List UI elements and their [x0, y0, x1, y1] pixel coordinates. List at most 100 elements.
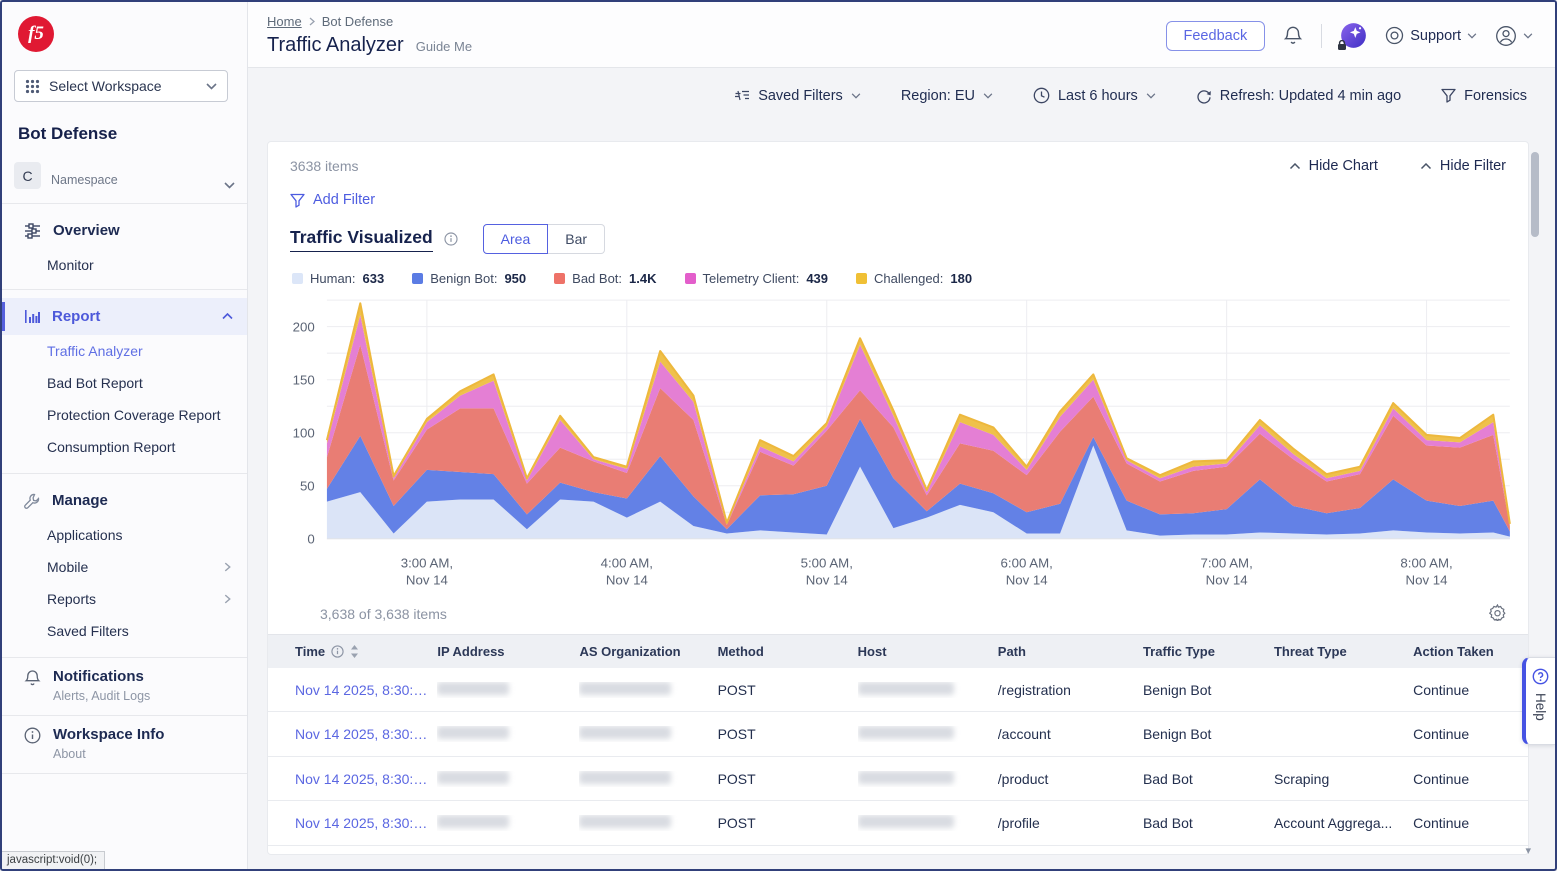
sidebar-item-reports[interactable]: Reports	[2, 583, 247, 615]
legend-item-challenged[interactable]: Challenged: 180	[856, 271, 972, 286]
column-header-as-organization[interactable]: AS Organization	[579, 644, 717, 659]
sidebar-item-label: Manage	[52, 492, 108, 509]
add-filter-button[interactable]: Add Filter	[290, 192, 375, 208]
notifications-bell-button[interactable]	[1283, 25, 1303, 46]
column-header-ip-address[interactable]: IP Address	[437, 644, 579, 659]
hide-chart-toggle[interactable]: Hide Chart	[1289, 158, 1378, 174]
sidebar-item-saved-filters[interactable]: Saved Filters	[2, 615, 247, 647]
chevron-down-icon	[224, 182, 235, 189]
chevron-right-icon	[224, 562, 231, 572]
workspace-selector-label: Select Workspace	[49, 78, 162, 94]
overview-icon	[25, 222, 40, 239]
redacted-text	[437, 815, 510, 829]
sidebar-item-notifications[interactable]: Notifications Alerts, Audit Logs	[2, 658, 247, 715]
svg-text:7:00 AM,Nov 14: 7:00 AM, Nov 14	[1200, 555, 1252, 587]
refresh-icon	[1197, 89, 1211, 104]
sidebar-item-protection-coverage-report[interactable]: Protection Coverage Report	[2, 399, 247, 431]
action-taken-cell: Continue	[1413, 681, 1470, 698]
feedback-button[interactable]: Feedback	[1165, 20, 1266, 51]
sidebar-item-monitor[interactable]: Monitor	[47, 257, 94, 273]
legend-item-bad-bot[interactable]: Bad Bot: 1.4K	[554, 271, 657, 286]
chart-type-bar-button[interactable]: Bar	[548, 224, 606, 254]
time-range-dropdown[interactable]: Last 6 hours	[1033, 87, 1156, 104]
sidebar-item-label: Saved Filters	[47, 623, 129, 639]
column-header-action-taken[interactable]: Action Taken	[1413, 644, 1528, 659]
column-header-traffic-type[interactable]: Traffic Type	[1143, 644, 1274, 659]
table-settings-gear-button[interactable]	[1488, 603, 1506, 624]
saved-filters-dropdown[interactable]: Saved Filters	[734, 88, 861, 104]
f5-logo-icon[interactable]: f5	[18, 16, 54, 52]
bell-icon	[24, 670, 41, 686]
info-icon	[24, 727, 41, 744]
legend-item-benign-bot[interactable]: Benign Bot: 950	[412, 271, 526, 286]
sidebar-item-report[interactable]: Report	[2, 298, 247, 335]
legend-swatch-icon	[292, 273, 303, 284]
time-cell[interactable]: Nov 14 2025, 8:30:15....	[295, 815, 438, 832]
legend-item-telemetry-client[interactable]: Telemetry Client: 439	[684, 271, 828, 286]
refresh-button[interactable]: Refresh: Updated 4 min ago	[1196, 88, 1401, 104]
sidebar-item-bad-bot-report[interactable]: Bad Bot Report	[2, 367, 247, 399]
column-header-path[interactable]: Path	[998, 644, 1143, 659]
sidebar-item-consumption-report[interactable]: Consumption Report	[2, 431, 247, 463]
traffic-type-cell: Benign Bot	[1142, 726, 1212, 743]
sort-icon[interactable]	[350, 644, 359, 658]
user-icon	[1496, 25, 1516, 46]
sidebar-item-mobile[interactable]: Mobile	[2, 551, 247, 583]
time-cell[interactable]: Nov 14 2025, 8:30:15....	[295, 726, 438, 743]
support-icon	[1386, 26, 1404, 45]
namespace-selector[interactable]: C Namespace	[14, 162, 235, 203]
path-cell: /account	[997, 726, 1051, 743]
help-tab[interactable]: Help	[1522, 657, 1555, 745]
redacted-text	[437, 770, 510, 784]
legend-item-human[interactable]: Human: 633	[292, 271, 384, 286]
sidebar-item-traffic-analyzer[interactable]: Traffic Analyzer	[2, 335, 247, 367]
column-header-time[interactable]: Time	[268, 644, 437, 659]
sidebar-item-label: Overview	[53, 222, 120, 239]
column-header-method[interactable]: Method	[718, 644, 858, 659]
hide-filter-toggle[interactable]: Hide Filter	[1420, 158, 1506, 174]
chevron-down-icon	[206, 82, 217, 90]
sidebar-item-applications[interactable]: Applications	[2, 519, 247, 551]
sidebar-item-workspace-info[interactable]: Workspace Info About	[2, 716, 247, 773]
scroll-down-arrow[interactable]: ▾	[1525, 845, 1531, 857]
column-header-threat-type[interactable]: Threat Type	[1274, 644, 1413, 659]
chart-legend: Human: 633 Benign Bot: 950 Bad Bot: 1.4K Te…	[268, 271, 1528, 286]
help-icon	[1532, 668, 1549, 685]
as-organization-cell	[579, 770, 717, 787]
chart-type-area-button[interactable]: Area	[482, 224, 549, 254]
info-icon[interactable]	[444, 232, 458, 246]
breadcrumb-home-link[interactable]: Home	[267, 14, 302, 29]
host-cell	[857, 770, 998, 787]
support-menu[interactable]: Support	[1385, 26, 1477, 45]
workspace-selector[interactable]: Select Workspace	[14, 70, 228, 102]
ai-assistant-icon[interactable]	[1338, 22, 1367, 50]
table-row: Nov 14 2025, 8:30:15.... POST/profile Bad …	[268, 801, 1528, 846]
sidebar-item-overview[interactable]: Overview	[2, 212, 247, 249]
time-cell[interactable]: Nov 14 2025, 8:30:15....	[295, 681, 438, 698]
column-header-host[interactable]: Host	[858, 644, 998, 659]
sidebar-item-manage[interactable]: Manage	[2, 482, 247, 519]
forensics-button[interactable]: Forensics	[1441, 88, 1527, 104]
account-menu[interactable]	[1495, 25, 1533, 47]
svg-text:100: 100	[293, 425, 315, 440]
main-area: Home Bot Defense Traffic Analyzer Guide …	[248, 2, 1555, 869]
column-header-label: Action Taken	[1413, 643, 1494, 659]
page-header: Home Bot Defense Traffic Analyzer Guide …	[248, 2, 1555, 68]
divider	[2, 473, 247, 474]
region-dropdown[interactable]: Region: EU	[901, 88, 993, 104]
scrollbar-thumb[interactable]	[1531, 152, 1539, 237]
gear-icon	[1488, 603, 1506, 623]
redacted-text	[857, 726, 954, 740]
guide-me-link[interactable]: Guide Me	[415, 39, 473, 54]
content-area: 3638 items Hide Chart Hide Filter	[248, 122, 1555, 869]
info-icon[interactable]	[331, 645, 344, 658]
chevron-down-icon	[851, 92, 861, 99]
traffic-area-chart[interactable]: 0 50 100 150 200 3:00 AM, Nov 14 4:00 AM, Nov 14…	[280, 292, 1516, 596]
legend-name: Challenged:	[874, 271, 944, 286]
chart-title[interactable]: Traffic Visualized	[290, 227, 433, 252]
redacted-text	[579, 726, 672, 740]
filter-toolbar: Saved Filters Region: EU Last 6 hours	[248, 68, 1555, 122]
host-cell	[857, 726, 998, 742]
time-cell[interactable]: Nov 14 2025, 8:30:15....	[295, 770, 438, 787]
as-organization-cell	[579, 681, 717, 698]
